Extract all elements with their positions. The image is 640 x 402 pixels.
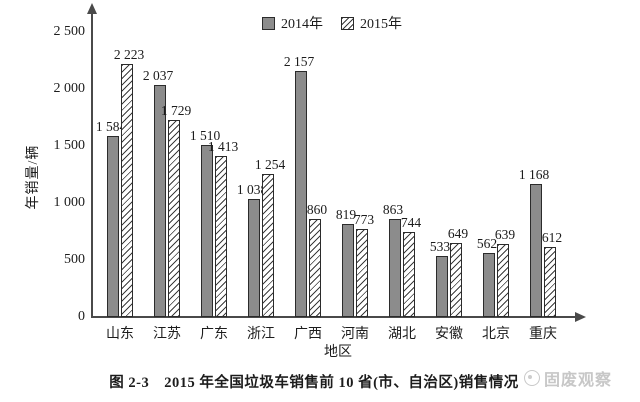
x-tick-label: 浙江: [247, 327, 275, 342]
bar-value-label: 1 413: [207, 139, 239, 154]
y-axis-arrow: [87, 3, 97, 14]
x-tick-label: 安徽: [435, 327, 463, 342]
bar-value-label: 562: [476, 236, 498, 251]
y-tick-label: 0: [78, 309, 85, 324]
bar-2015-group-1: [168, 120, 180, 317]
bar-2014-group-5: [342, 224, 354, 317]
x-tick-label: 湖北: [388, 327, 416, 342]
y-axis: [91, 10, 93, 318]
x-tick-label: 重庆: [529, 327, 557, 342]
bar-value-label: 773: [353, 212, 375, 227]
watermark-logo-icon: [524, 370, 540, 386]
bar-value-label: 2 157: [283, 54, 315, 69]
y-tick-label: 2 000: [53, 81, 86, 96]
x-axis-title: 地区: [324, 345, 352, 360]
x-tick-label: 山东: [106, 327, 134, 342]
bar-2015-group-4: [309, 219, 321, 317]
bar-value-label: 649: [447, 226, 469, 241]
bar-value-label: 1 584: [95, 119, 127, 134]
watermark: 固废观察: [524, 366, 612, 390]
watermark-text: 固废观察: [544, 372, 613, 389]
y-tick-label: 1 500: [53, 138, 86, 153]
bar-2015-group-2: [215, 156, 227, 317]
bar-2014-group-8: [483, 253, 495, 317]
chart-legend: 2014年 2015年: [262, 13, 402, 33]
y-tick-label: 2 500: [53, 24, 86, 39]
legend-swatch-2014-solid: [262, 16, 275, 30]
x-tick-label: 江苏: [153, 327, 181, 342]
bar-2015-group-7: [450, 243, 462, 317]
figure-caption: 图 2-3 2015 年全国垃圾车销售前 10 省(市、自治区)销售情况: [109, 375, 519, 391]
bar-2014-group-9: [530, 184, 542, 317]
bar-2014-group-7: [436, 256, 448, 317]
bar-value-label: 639: [494, 227, 516, 242]
x-tick-label: 河南: [341, 327, 369, 342]
bar-value-label: 533: [429, 239, 451, 254]
bar-value-label: 1 254: [254, 157, 286, 172]
bar-value-label: 1 510: [189, 128, 221, 143]
bar-value-label: 1 729: [160, 103, 192, 118]
bar-2015-group-3: [262, 174, 274, 317]
bar-2015-group-6: [403, 232, 415, 317]
bar-value-label: 2 037: [142, 68, 174, 83]
bar-2015-group-5: [356, 229, 368, 317]
bar-value-label: 819: [335, 207, 357, 222]
bar-value-label: 860: [306, 202, 328, 217]
bar-2014-group-3: [248, 199, 260, 317]
legend-label-2015: 2015年: [360, 17, 402, 32]
bar-2014-group-2: [201, 145, 213, 317]
x-tick-label: 广东: [200, 327, 228, 342]
bar-2015-group-0: [121, 64, 133, 317]
legend-swatch-2015-hatched: [341, 16, 354, 30]
y-tick-label: 1 000: [53, 195, 86, 210]
bar-value-label: 744: [400, 215, 422, 230]
bar-value-label: 612: [541, 230, 563, 245]
bar-2014-group-1: [154, 85, 166, 317]
bar-2014-group-4: [295, 71, 307, 317]
bar-2015-group-9: [544, 247, 556, 317]
bar-2014-group-0: [107, 136, 119, 317]
legend-item-2014: 2014年: [262, 13, 323, 33]
x-axis: [91, 316, 577, 318]
bar-2015-group-8: [497, 244, 509, 317]
bar-value-label: 863: [382, 202, 404, 217]
bar-value-label: 1 168: [518, 167, 550, 182]
legend-item-2015: 2015年: [341, 13, 402, 33]
legend-label-2014: 2014年: [281, 17, 323, 32]
bar-value-label: 2 223: [113, 47, 145, 62]
bar-2014-group-6: [389, 219, 401, 317]
x-axis-arrow: [575, 312, 586, 322]
x-tick-label: 北京: [482, 327, 510, 342]
y-tick-label: 500: [64, 252, 85, 267]
x-tick-label: 广西: [294, 327, 322, 342]
bar-value-label: 1 038: [236, 182, 268, 197]
